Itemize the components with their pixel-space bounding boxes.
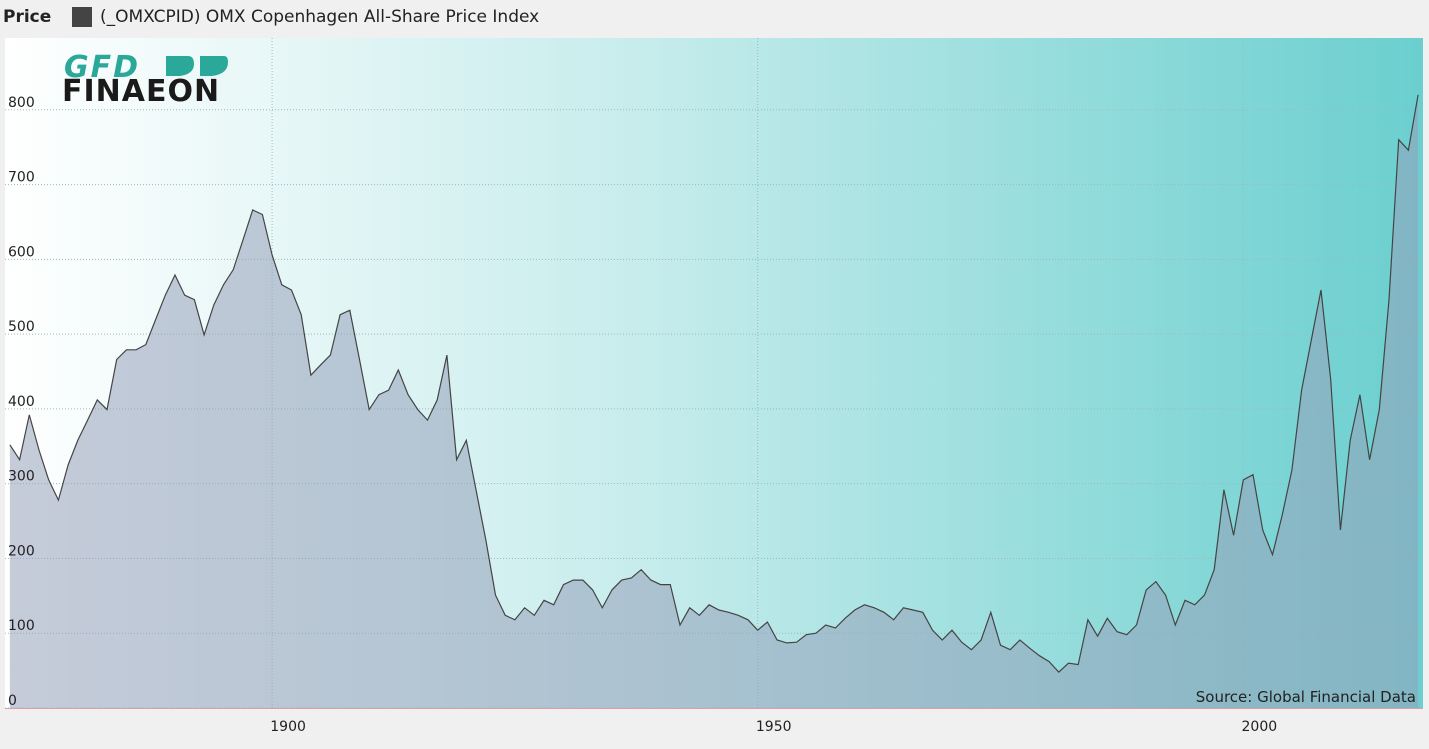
series-line: [9, 94, 1419, 673]
header-bar: [0, 0, 1429, 36]
y-tick-label: 0: [8, 693, 17, 709]
logo: GFD FINAEON: [62, 50, 228, 109]
y-tick-label: 400: [8, 394, 35, 410]
x-tick-label: 2000: [1242, 719, 1278, 735]
logo-bottom: FINAEON: [62, 74, 220, 109]
chart-title: Price: [3, 7, 51, 27]
y-tick-label: 600: [8, 244, 35, 260]
legend-swatch: [72, 7, 92, 27]
logo-top: GFD: [64, 50, 140, 85]
y-tick-label: 100: [8, 618, 35, 634]
legend-label: (_OMXCPID) OMX Copenhagen All-Share Pric…: [100, 7, 539, 27]
y-tick-label: 300: [8, 469, 35, 485]
x-tick-label: 1900: [270, 719, 306, 735]
x-axis-bar: [0, 708, 1429, 745]
y-tick-label: 200: [8, 543, 35, 559]
area-fill: [9, 94, 1419, 709]
logo-leaves: [166, 56, 228, 76]
x-tick-label: 1950: [756, 719, 792, 735]
y-tick-label: 700: [8, 170, 35, 186]
source-note: Source: Global Financial Data: [1196, 688, 1416, 706]
y-tick-label: 800: [8, 95, 35, 111]
y-tick-label: 500: [8, 319, 35, 335]
